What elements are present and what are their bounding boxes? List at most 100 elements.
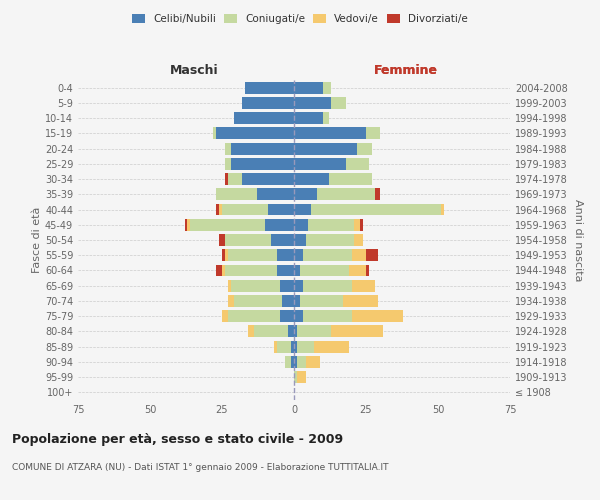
Bar: [228, 173, 242, 185]
Bar: [355, 219, 360, 230]
Bar: [216, 204, 219, 216]
Bar: [222, 204, 268, 216]
Bar: [323, 112, 329, 124]
Bar: [294, 219, 308, 230]
Bar: [294, 326, 297, 338]
Bar: [311, 204, 441, 216]
Bar: [228, 250, 277, 261]
Bar: [288, 326, 294, 338]
Bar: [294, 158, 346, 170]
Text: Femmine: Femmine: [374, 64, 439, 77]
Bar: [317, 188, 374, 200]
Bar: [441, 204, 444, 216]
Bar: [283, 295, 294, 307]
Bar: [294, 234, 305, 246]
Bar: [294, 128, 366, 140]
Bar: [302, 280, 352, 291]
Bar: [228, 310, 280, 322]
Bar: [219, 234, 225, 246]
Bar: [228, 280, 230, 291]
Bar: [329, 173, 372, 185]
Bar: [216, 128, 294, 140]
Bar: [308, 219, 355, 230]
Bar: [355, 234, 363, 246]
Bar: [225, 234, 271, 246]
Bar: [297, 371, 305, 383]
Bar: [190, 219, 265, 230]
Y-axis label: Anni di nascita: Anni di nascita: [573, 198, 583, 281]
Bar: [214, 128, 216, 140]
Bar: [233, 295, 283, 307]
Bar: [233, 112, 294, 124]
Bar: [346, 158, 369, 170]
Bar: [343, 295, 377, 307]
Bar: [331, 326, 383, 338]
Bar: [297, 356, 305, 368]
Bar: [242, 97, 294, 109]
Text: Popolazione per età, sesso e stato civile - 2009: Popolazione per età, sesso e stato civil…: [12, 432, 343, 446]
Bar: [230, 142, 294, 154]
Bar: [280, 280, 294, 291]
Bar: [280, 310, 294, 322]
Bar: [242, 173, 294, 185]
Bar: [294, 173, 329, 185]
Bar: [225, 264, 277, 276]
Bar: [294, 264, 300, 276]
Text: COMUNE DI ATZARA (NU) - Dati ISTAT 1° gennaio 2009 - Elaborazione TUTTITALIA.IT: COMUNE DI ATZARA (NU) - Dati ISTAT 1° ge…: [12, 462, 389, 471]
Bar: [294, 188, 317, 200]
Bar: [360, 219, 363, 230]
Bar: [352, 250, 366, 261]
Y-axis label: Fasce di età: Fasce di età: [32, 207, 42, 273]
Bar: [352, 280, 374, 291]
Bar: [277, 250, 294, 261]
Bar: [294, 204, 311, 216]
Bar: [257, 188, 294, 200]
Bar: [349, 264, 366, 276]
Bar: [294, 280, 302, 291]
Bar: [294, 250, 302, 261]
Bar: [294, 371, 297, 383]
Bar: [271, 234, 294, 246]
Bar: [230, 280, 280, 291]
Bar: [187, 219, 190, 230]
Bar: [248, 326, 254, 338]
Bar: [302, 250, 352, 261]
Bar: [219, 204, 222, 216]
Bar: [291, 356, 294, 368]
Bar: [314, 340, 349, 352]
Bar: [331, 97, 346, 109]
Bar: [294, 356, 297, 368]
Bar: [265, 219, 294, 230]
Bar: [254, 326, 288, 338]
Bar: [294, 340, 297, 352]
Bar: [297, 340, 314, 352]
Bar: [366, 264, 369, 276]
Bar: [228, 295, 233, 307]
Text: Femmine: Femmine: [374, 64, 439, 77]
Bar: [300, 264, 349, 276]
Text: Maschi: Maschi: [170, 64, 219, 77]
Bar: [302, 310, 352, 322]
Bar: [225, 158, 230, 170]
Bar: [294, 82, 323, 94]
Bar: [294, 112, 323, 124]
Bar: [230, 158, 294, 170]
Bar: [222, 250, 225, 261]
Bar: [222, 264, 225, 276]
Bar: [216, 188, 257, 200]
Bar: [366, 250, 377, 261]
Bar: [294, 310, 302, 322]
Bar: [245, 82, 294, 94]
Bar: [297, 326, 331, 338]
Bar: [225, 142, 230, 154]
Bar: [286, 356, 291, 368]
Bar: [366, 128, 380, 140]
Bar: [291, 340, 294, 352]
Bar: [277, 264, 294, 276]
Bar: [294, 142, 358, 154]
Bar: [352, 310, 403, 322]
Bar: [323, 82, 331, 94]
Bar: [225, 250, 228, 261]
Bar: [305, 234, 355, 246]
Bar: [268, 204, 294, 216]
